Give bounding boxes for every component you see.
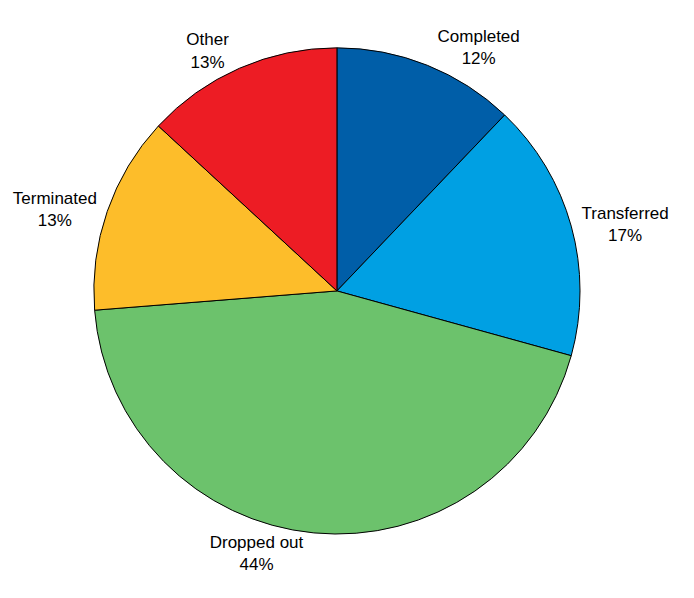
svg-text:Dropped out44%: Dropped out44% — [210, 533, 304, 574]
svg-text:Transferred17%: Transferred17% — [582, 204, 669, 245]
svg-text:Other13%: Other13% — [186, 30, 229, 71]
svg-text:Completed12%: Completed12% — [438, 27, 520, 68]
svg-text:Terminated13%: Terminated13% — [13, 189, 97, 230]
